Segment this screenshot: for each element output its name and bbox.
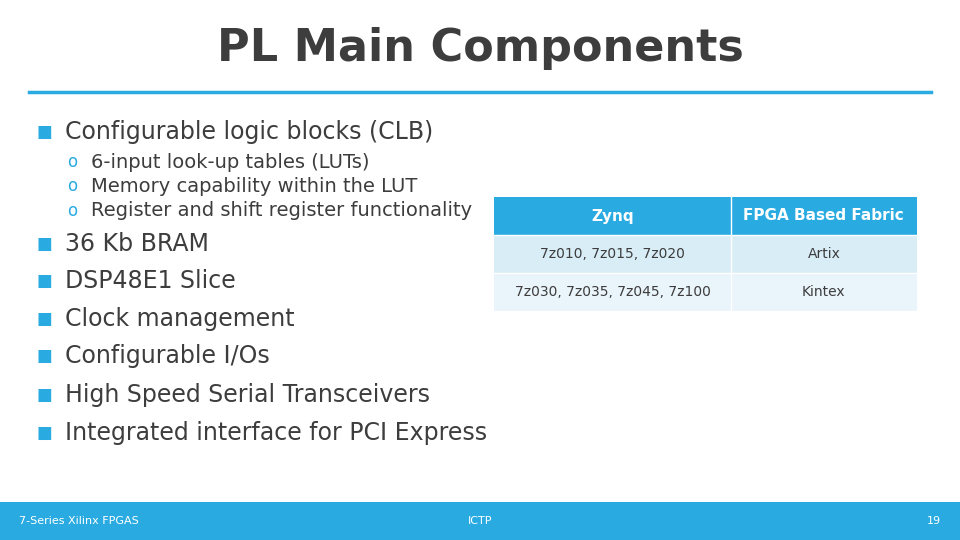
Text: Kintex: Kintex — [802, 285, 846, 299]
Text: High Speed Serial Transceivers: High Speed Serial Transceivers — [65, 383, 430, 407]
Text: Memory capability within the LUT: Memory capability within the LUT — [91, 177, 418, 196]
Text: Register and shift register functionality: Register and shift register functionalit… — [91, 201, 472, 220]
Text: 7-Series Xilinx FPGAS: 7-Series Xilinx FPGAS — [19, 516, 139, 526]
Text: 7z030, 7z035, 7z045, 7z100: 7z030, 7z035, 7z045, 7z100 — [515, 285, 710, 299]
Text: o: o — [67, 153, 78, 171]
Text: o: o — [67, 201, 78, 220]
Bar — [494, 235, 917, 273]
Text: o: o — [67, 177, 78, 195]
Text: ■: ■ — [36, 424, 52, 442]
Text: ■: ■ — [36, 272, 52, 290]
Text: Integrated interface for PCI Express: Integrated interface for PCI Express — [65, 421, 488, 445]
Text: 7z010, 7z015, 7z020: 7z010, 7z015, 7z020 — [540, 247, 685, 261]
Text: Artix: Artix — [807, 247, 840, 261]
Text: 36 Kb BRAM: 36 Kb BRAM — [65, 232, 209, 256]
Text: 6-input look-up tables (LUTs): 6-input look-up tables (LUTs) — [91, 152, 370, 172]
Bar — [0, 502, 960, 540]
Text: Configurable I/Os: Configurable I/Os — [65, 345, 270, 368]
Text: ■: ■ — [36, 235, 52, 253]
Bar — [494, 197, 917, 235]
Text: 19: 19 — [926, 516, 941, 526]
Text: ■: ■ — [36, 386, 52, 404]
Text: Clock management: Clock management — [65, 307, 295, 330]
Text: FPGA Based Fabric: FPGA Based Fabric — [743, 208, 904, 224]
Text: ■: ■ — [36, 123, 52, 141]
Text: ■: ■ — [36, 309, 52, 328]
Bar — [494, 273, 917, 310]
Text: Zynq: Zynq — [591, 208, 634, 224]
Text: ICTP: ICTP — [468, 516, 492, 526]
Text: Configurable logic blocks (CLB): Configurable logic blocks (CLB) — [65, 120, 434, 144]
Text: ■: ■ — [36, 347, 52, 366]
Text: DSP48E1 Slice: DSP48E1 Slice — [65, 269, 236, 293]
Text: PL Main Components: PL Main Components — [217, 27, 743, 70]
